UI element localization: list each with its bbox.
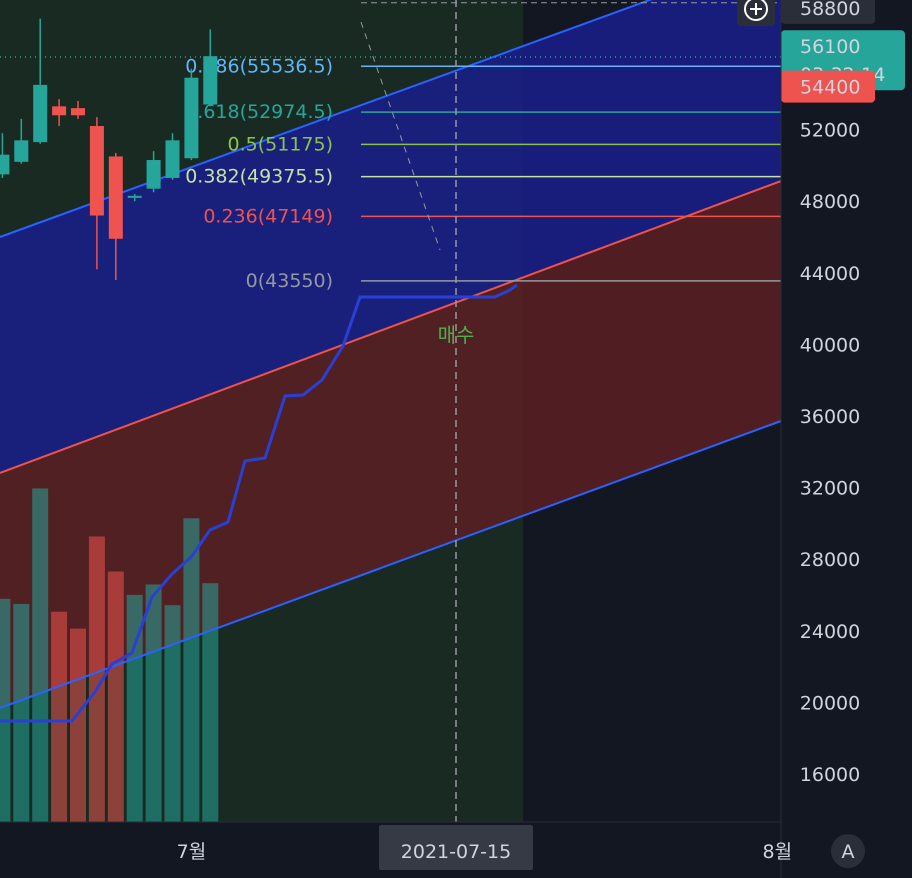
volume-bar <box>88 536 105 822</box>
channel-upper-line <box>0 0 653 238</box>
volume-bar <box>202 583 219 822</box>
price-tick-label: 24000 <box>800 621 860 643</box>
volume-bar <box>13 603 30 822</box>
fib-label: 0.236(47149) <box>203 205 333 227</box>
volume-bar <box>0 598 11 822</box>
channel-lower-line <box>0 420 781 709</box>
price-axis-background <box>781 0 912 822</box>
candle[interactable] <box>33 18 48 144</box>
candle-body <box>33 84 48 143</box>
price-axis[interactable]: 52000 48000 44000 40000 36000 32000 28000 24000… <box>737 0 912 822</box>
candle[interactable] <box>108 152 123 280</box>
candle-body <box>52 106 67 116</box>
plus-circle-icon[interactable] <box>744 0 768 21</box>
volume-bar <box>32 488 49 822</box>
candle[interactable] <box>89 117 104 270</box>
candle[interactable] <box>14 118 29 164</box>
buy-signal-label: 매수 <box>438 323 475 347</box>
auto-scale-background[interactable] <box>831 834 865 868</box>
candle[interactable] <box>127 194 142 202</box>
fib-label: 0.382(49375.5) <box>185 166 333 188</box>
volume-bar <box>51 611 68 822</box>
price-tick-label: 48000 <box>800 191 860 213</box>
price-tag-value: 56100 <box>800 36 860 58</box>
candle-body <box>165 140 180 178</box>
candle-body <box>203 56 218 105</box>
volume-bar <box>145 584 162 822</box>
price-tick-label: 36000 <box>800 406 860 428</box>
candle[interactable] <box>71 100 85 119</box>
volume-bar <box>183 518 200 822</box>
candle-body <box>127 195 142 198</box>
add-button[interactable] <box>737 0 775 26</box>
candle-body <box>71 108 85 116</box>
overlay-layer: 매수 <box>438 0 475 822</box>
price-tick-label: 40000 <box>800 334 860 356</box>
price-tag-value: 54400 <box>800 77 860 99</box>
price-tick-label: 20000 <box>800 692 860 714</box>
candle[interactable] <box>165 133 180 180</box>
auto-scale-label[interactable]: A <box>842 841 855 863</box>
time-highlight-tag: 2021-07-15 <box>379 825 533 870</box>
fib-trend-line <box>360 21 441 251</box>
channel-upper-band <box>0 0 781 473</box>
candle-body <box>14 140 29 162</box>
candle-body <box>89 126 104 216</box>
fib-label: 0.5(51175) <box>228 133 333 155</box>
volume-bar <box>164 605 181 822</box>
candle-body <box>146 160 161 189</box>
time-tick-label: 7월 <box>177 841 207 863</box>
price-tag: 54400 <box>781 70 875 103</box>
price-tick-label: 52000 <box>800 120 860 142</box>
price-tick-label: 16000 <box>800 764 860 786</box>
price-tag-value: 58800 <box>800 0 860 20</box>
candle[interactable] <box>184 68 199 161</box>
price-tag-background <box>781 70 875 103</box>
channel-middle-line <box>0 180 781 474</box>
auto-scale-button[interactable]: A <box>831 834 865 868</box>
candle-body <box>184 77 199 159</box>
price-tick-label: 32000 <box>800 478 860 500</box>
candle[interactable] <box>146 151 161 193</box>
plot-area[interactable]: 0.786(55536.5) 0.618(52974.5) 0.5(51175) 0.… <box>0 0 781 822</box>
time-highlight-background <box>379 825 533 870</box>
volume-bar <box>126 594 143 822</box>
price-tag-background <box>781 0 875 24</box>
volume-bar <box>107 571 124 822</box>
candle[interactable] <box>52 99 67 127</box>
fib-label: 0.786(55536.5) <box>185 55 333 77</box>
time-highlight-label: 2021-07-15 <box>401 841 511 863</box>
candle-body <box>0 154 10 175</box>
indicator-line <box>0 283 518 723</box>
price-tag: 58800 <box>781 0 875 24</box>
fib-label: 0.618(52974.5) <box>185 101 333 123</box>
candle[interactable] <box>203 29 218 107</box>
candle-body <box>108 156 123 239</box>
candle[interactable] <box>0 133 10 178</box>
fib-label: 0(43550) <box>246 270 333 292</box>
price-tick-label: 44000 <box>800 263 860 285</box>
time-tick-label: 8월 <box>763 841 793 863</box>
volume-bar <box>70 628 86 822</box>
price-tick-label: 28000 <box>800 549 860 571</box>
